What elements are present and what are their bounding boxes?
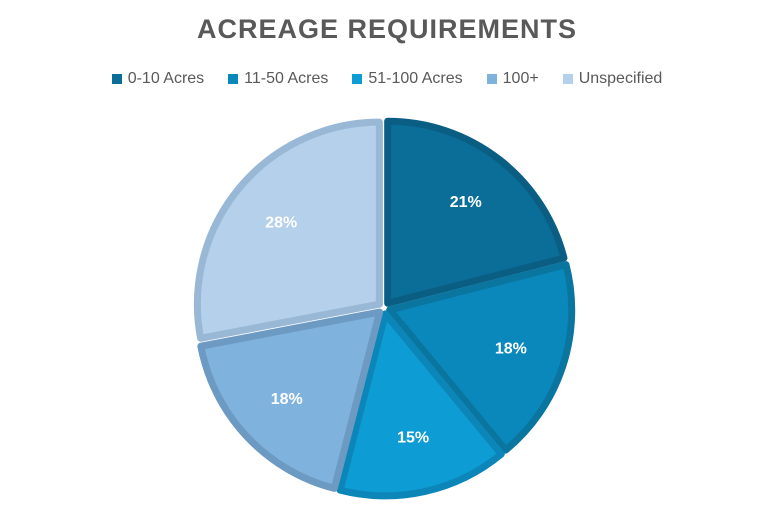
legend-label: 11-50 Acres — [244, 70, 329, 87]
data-label-unspecified: 28% — [265, 214, 297, 231]
legend-label: Unspecified — [578, 70, 663, 87]
pie-slice-0-10-acres — [384, 117, 568, 307]
chart-title: ACREAGE REQUIREMENTS — [196, 14, 578, 44]
legend-swatch — [228, 74, 239, 84]
legend-label: 0-10 Acres — [127, 70, 205, 87]
legend-item-unspecified: Unspecified — [562, 70, 663, 88]
legend-item-51-100-acres: 51-100 Acres — [352, 70, 463, 88]
legend-swatch — [486, 74, 497, 84]
data-label-51-100-acres: 15% — [397, 430, 429, 447]
pie-slice-11-50-acres — [386, 261, 576, 454]
chart-legend: 0-10 Acres 11-50 Acres 51-100 Acres 100+… — [0, 70, 774, 88]
pie-slice-51-100-acres — [336, 310, 505, 500]
data-label-100-plus: 18% — [271, 391, 303, 408]
legend-item-11-50-acres: 11-50 Acres — [228, 70, 328, 88]
legend-label: 100+ — [502, 70, 539, 87]
pie-slice-unspecified — [193, 118, 383, 342]
legend-swatch — [352, 74, 363, 84]
legend-swatch — [111, 74, 122, 84]
legend-item-0-10-acres: 0-10 Acres — [111, 70, 205, 88]
data-label-11-50-acres: 18% — [495, 341, 527, 358]
data-label-0-10-acres: 21% — [450, 194, 482, 211]
pie-slice-100-plus — [197, 308, 384, 492]
legend-item-100-plus: 100+ — [486, 70, 539, 88]
legend-swatch — [562, 74, 573, 84]
legend-label: 51-100 Acres — [368, 70, 463, 87]
